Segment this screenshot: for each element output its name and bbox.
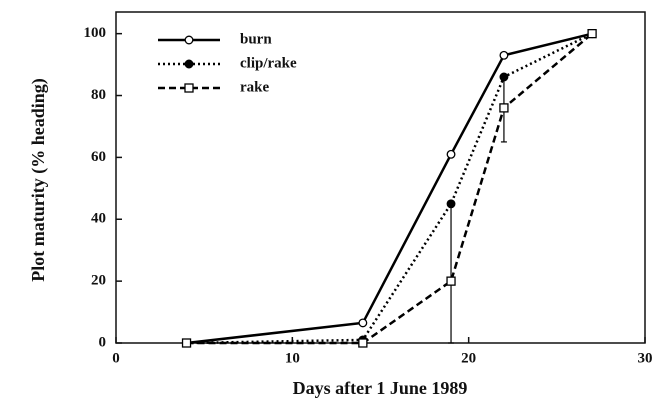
- marker: [184, 83, 194, 93]
- marker: [499, 103, 509, 113]
- marker: [446, 149, 456, 159]
- x-tick-label: 10: [285, 350, 300, 366]
- marker: [587, 29, 597, 39]
- y-tick-label: 100: [84, 25, 107, 41]
- x-tick-label: 0: [112, 350, 120, 366]
- y-tick-label: 40: [91, 211, 106, 227]
- marker: [181, 338, 192, 348]
- marker: [184, 35, 194, 45]
- legend-label: rake: [240, 79, 270, 95]
- marker: [184, 59, 194, 69]
- marker: [499, 50, 509, 60]
- marker: [358, 318, 368, 328]
- legend-label: burn: [240, 31, 272, 47]
- plot-frame: [115, 11, 646, 344]
- legend-label: clip/rake: [240, 55, 297, 71]
- y-tick-label: 20: [91, 273, 106, 289]
- marker: [446, 199, 456, 209]
- x-tick-label: 30: [638, 350, 653, 366]
- y-tick-label: 0: [99, 334, 107, 350]
- y-tick-label: 80: [91, 87, 106, 103]
- y-axis-title: Plot maturity (% heading): [28, 78, 49, 281]
- marker: [499, 72, 509, 82]
- marker: [446, 276, 456, 286]
- y-tick-label: 60: [91, 149, 106, 165]
- x-tick-label: 20: [461, 350, 476, 366]
- marker: [358, 338, 368, 348]
- x-axis-title: Days after 1 June 1989: [293, 378, 468, 398]
